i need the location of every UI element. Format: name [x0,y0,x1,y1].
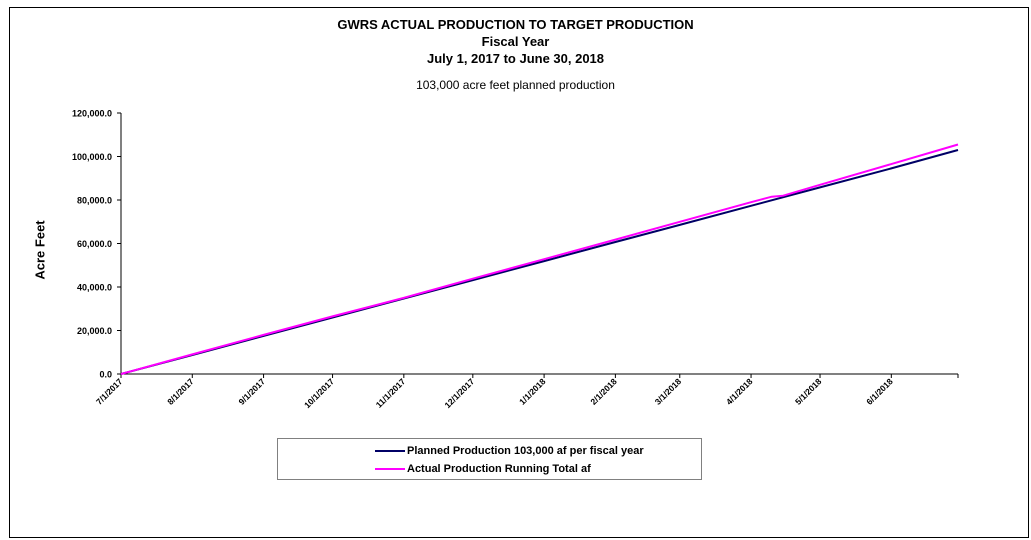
y-tick-label: 120,000.0 [72,109,112,119]
x-tick-label: 11/1/2017 [374,376,408,410]
x-tick-label: 3/1/2018 [653,376,684,407]
y-tick-label: 80,000.0 [77,196,112,206]
x-tick-label: 8/1/2017 [165,376,196,407]
legend-item-planned: Planned Production 103,000 af per fiscal… [278,442,644,459]
legend-label-planned: Planned Production 103,000 af per fiscal… [407,444,644,457]
y-tick-label: 100,000.0 [72,152,112,162]
legend-label-actual: Actual Production Running Total af [407,462,591,475]
x-tick-label: 7/1/2017 [94,376,125,407]
x-tick-label: 1/1/2018 [517,376,548,407]
chart-subtitle: 103,000 acre feet planned production [416,78,615,92]
chart-title-line3: July 1, 2017 to June 30, 2018 [426,51,605,66]
x-tick-label: 10/1/2017 [302,376,336,410]
y-tick-label: 40,000.0 [77,283,112,293]
x-tick-label: 4/1/2018 [724,376,755,407]
chart-title: GWRS ACTUAL PRODUCTION TO TARGET PRODUCT… [337,17,694,32]
y-tick-label: 0.0 [99,370,112,380]
legend-swatch-planned [375,449,405,452]
x-tick-label: 9/1/2017 [237,376,268,407]
x-tick-label: 12/1/2017 [442,376,476,410]
y-tick-label: 20,000.0 [77,326,112,336]
x-tick-label: 5/1/2018 [793,376,824,407]
chart-legend: Planned Production 103,000 af per fiscal… [277,438,702,480]
legend-item-actual: Actual Production Running Total af [278,460,591,477]
x-tick-label: 6/1/2018 [864,376,895,407]
y-tick-label: 60,000.0 [77,239,112,249]
chart-title-line2: Fiscal Year [481,34,550,49]
series-line-actual [120,143,959,375]
x-tick-label: 2/1/2018 [588,376,619,407]
legend-swatch-actual [375,467,405,470]
